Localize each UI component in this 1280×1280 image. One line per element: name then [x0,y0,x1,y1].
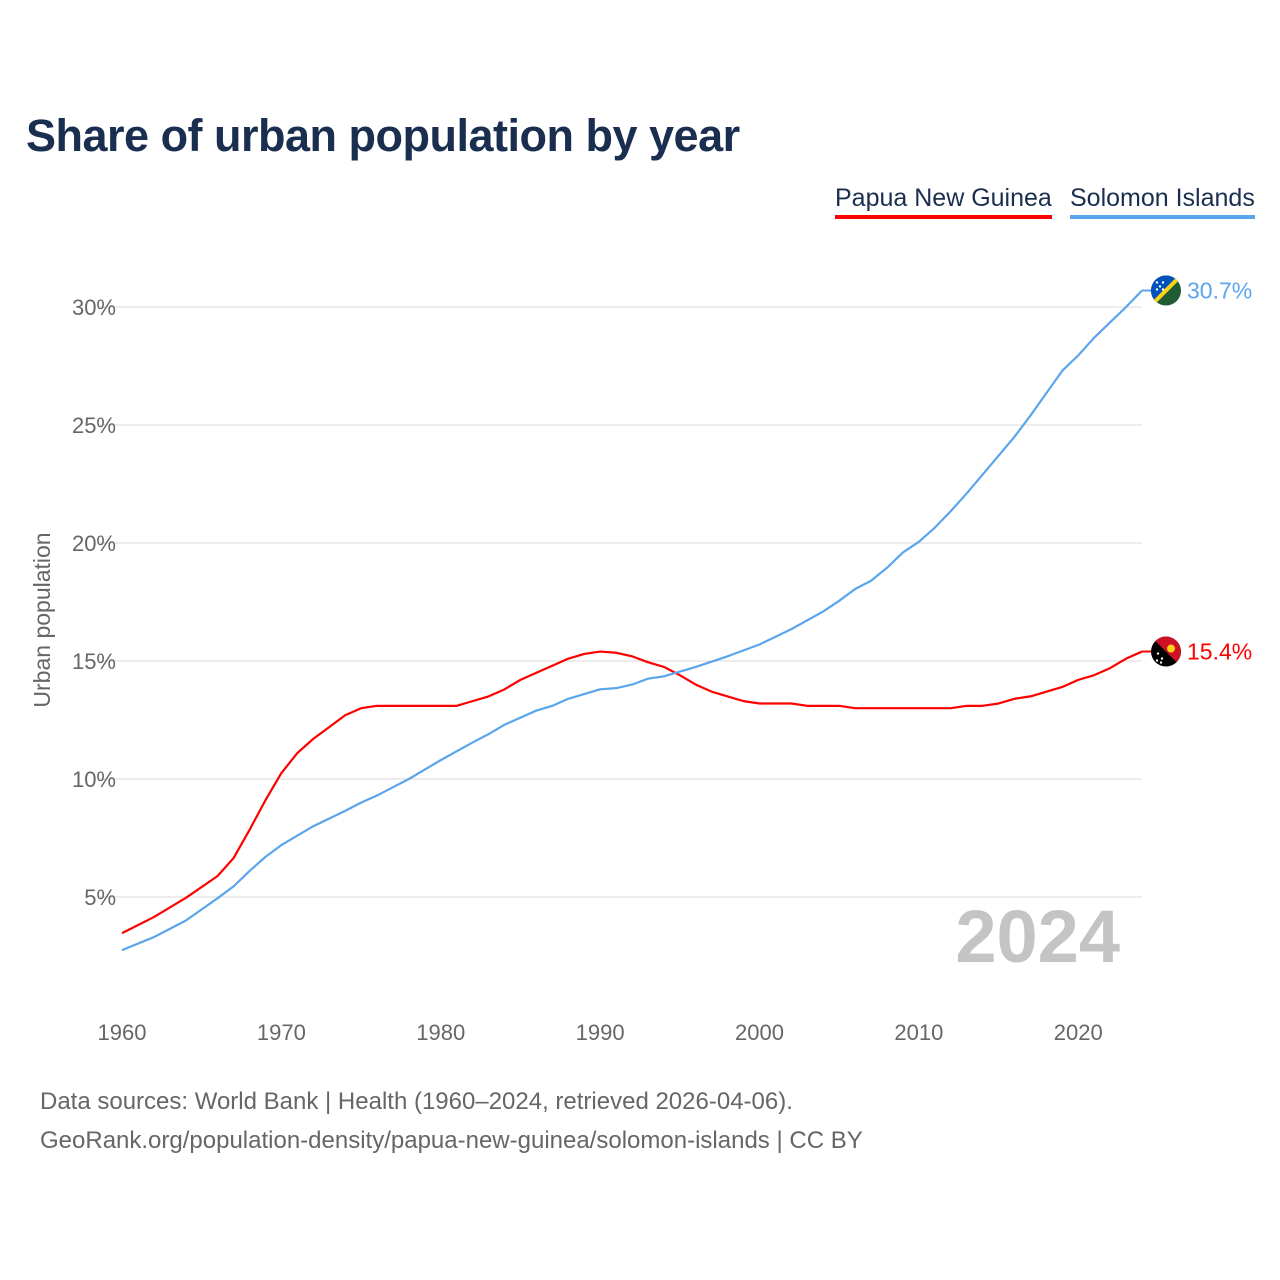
series-line-solomon-islands [121,289,1143,952]
year-watermark: 2024 [955,895,1120,978]
series-line-papua-new-guinea [121,650,1143,935]
footer-sources: Data sources: World Bank | Health (1960–… [40,1088,793,1115]
flag-body [1151,636,1181,667]
flag-red [1151,636,1181,667]
flag-star [1159,661,1163,664]
x-tick-label: 2010 [894,1020,943,1045]
y-tick-label: 5% [84,885,116,910]
y-tick-label: 30% [72,295,116,320]
flag-star [1161,281,1165,284]
flag-star [1155,288,1159,291]
flag-star [1155,659,1159,662]
chart-title: Share of urban population by year [26,110,740,161]
x-tick-label: 1980 [416,1020,465,1045]
flag-star [1161,288,1165,291]
y-axis-label: Urban population [29,532,55,707]
x-tick-label: 1960 [98,1020,147,1045]
flag-bird [1167,644,1175,653]
y-tick-label: 10% [72,767,116,792]
y-tick-label: 15% [72,649,116,674]
legend-papua-new-guinea[interactable]: Papua New Guinea [835,184,1052,219]
y-tick-label: 25% [72,413,116,438]
flag-star [1155,281,1159,284]
flag-body [1151,275,1181,306]
flag-star [1160,657,1164,660]
flag-star [1158,285,1162,288]
end-value-label: 15.4% [1187,639,1252,665]
x-tick-label: 1990 [576,1020,625,1045]
y-tick-label: 20% [72,531,116,556]
legend-solomon-islands[interactable]: Solomon Islands [1070,184,1255,219]
papua-new-guinea-flag-icon [1151,636,1181,667]
solomon-islands-flag-icon [1151,275,1181,306]
flag-star [1156,652,1160,655]
end-value-label: 30.7% [1187,277,1252,303]
x-tick-label: 1970 [257,1020,306,1045]
x-tick-label: 2000 [735,1020,784,1045]
footer-link[interactable]: GeoRank.org/population-density/papua-new… [40,1127,863,1154]
flag-stripe [1151,275,1181,306]
x-tick-label: 2020 [1054,1020,1103,1045]
